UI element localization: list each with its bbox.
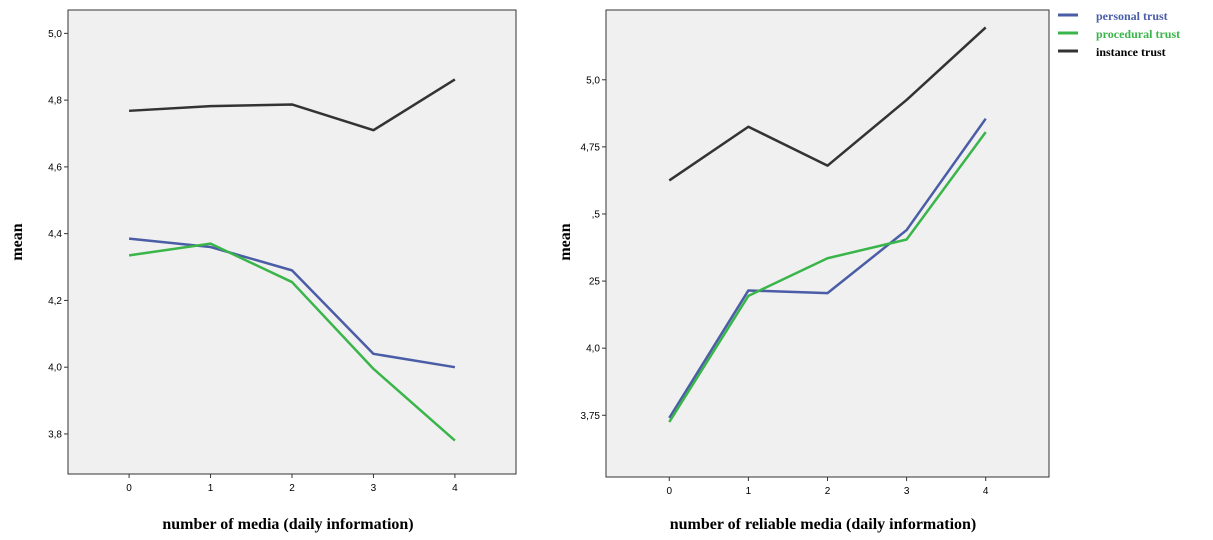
y-tick-label: 3,8 [48, 429, 62, 440]
legend-label: personal trust [1096, 9, 1168, 23]
y-tick-label: 4,2 [48, 296, 62, 307]
chart-left: 3,8 4,0 4,2 4,4 4,6 4,8 5,0 0 1 2 3 4 number of medi… [9, 9, 517, 533]
y-tick-label: ,5 [592, 209, 601, 220]
plot-area [67, 9, 517, 475]
y-tick-label: 3,75 [581, 411, 601, 422]
y-tick-label: 4,8 [48, 96, 62, 107]
series-line-personal-trust [128, 237, 456, 369]
series-line-procedural-trust [668, 131, 987, 423]
series-line-procedural-trust [128, 242, 456, 442]
y-tick-label: 4,6 [48, 162, 62, 173]
x-tick-label: 1 [208, 483, 214, 494]
x-tick-label: 4 [983, 486, 989, 497]
y-tick-label: 4,0 [586, 344, 600, 355]
y-axis-title: mean [9, 223, 26, 260]
legend-label: procedural trust [1096, 27, 1180, 41]
series-line-instance-trust [668, 26, 987, 182]
x-tick-label: 1 [746, 486, 752, 497]
y-tick-label: 4,0 [48, 363, 62, 374]
y-tick-label: 5,0 [48, 29, 62, 40]
series-line-instance-trust [129, 78, 456, 132]
x-tick-label: 0 [126, 483, 132, 494]
legend: personal trust procedural trust instance t… [1058, 9, 1180, 59]
y-tick-label: 4,75 [581, 142, 601, 153]
plot-area [605, 9, 1050, 478]
series-line-personal-trust [668, 117, 987, 419]
x-axis-title: number of media (daily information) [162, 516, 413, 533]
y-tick-label: 25 [589, 277, 601, 288]
y-tick-label: 4,4 [48, 229, 62, 240]
x-tick-label: 4 [452, 483, 458, 494]
x-tick-label: 3 [904, 486, 910, 497]
x-tick-label: 3 [371, 483, 377, 494]
legend-label: instance trust [1096, 45, 1166, 59]
x-tick-label: 0 [667, 486, 673, 497]
x-tick-label: 2 [825, 486, 831, 497]
y-axis-title: mean [557, 223, 574, 260]
chart-right: 3,75 4,0 25 ,5 4,75 5,0 0 1 2 3 4 number of reliabl… [557, 9, 1050, 533]
y-tick-label: 5,0 [586, 75, 600, 86]
x-tick-label: 2 [289, 483, 295, 494]
x-axis-title: number of reliable media (daily informat… [670, 516, 977, 533]
